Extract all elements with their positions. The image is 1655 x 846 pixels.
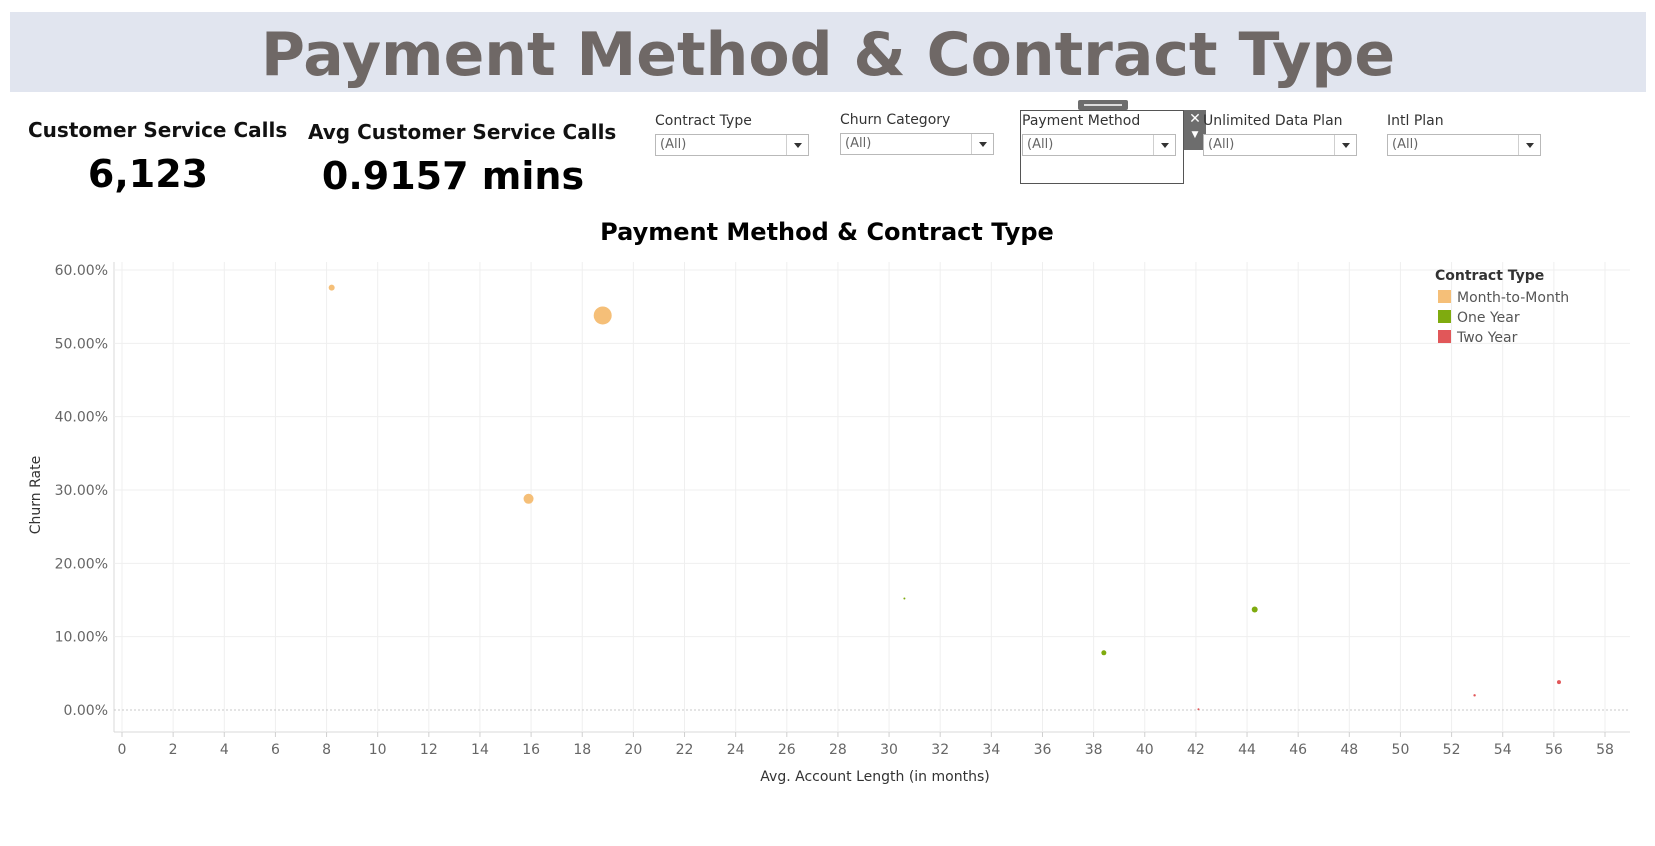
kpi-value: 6,123: [87, 152, 209, 196]
x-tick-label: 24: [727, 742, 745, 758]
legend: Contract Type Month-to-Month One Year Two …: [1435, 268, 1569, 346]
kpi-label: Avg Customer Service Calls: [308, 120, 617, 144]
chart-grid: [113, 262, 1630, 733]
data-point[interactable]: [328, 284, 335, 291]
y-tick-label: 50.00%: [55, 336, 108, 352]
filter-payment-method: ✕ ▼ Payment Method (All): [1020, 100, 1206, 184]
x-tick-label: 58: [1596, 742, 1614, 758]
x-tick-label: 56: [1545, 742, 1563, 758]
x-tick-label: 6: [271, 742, 280, 758]
legend-title: Contract Type: [1435, 268, 1544, 284]
legend-swatch: [1438, 330, 1451, 343]
chart-title: Payment Method & Contract Type: [600, 218, 1054, 246]
contract-type-select[interactable]: (All): [655, 134, 809, 156]
x-tick-label: 44: [1238, 742, 1256, 758]
chevron-down-icon[interactable]: ▼: [1191, 130, 1199, 140]
data-point[interactable]: [903, 597, 906, 600]
legend-swatch: [1438, 310, 1451, 323]
x-tick-label: 20: [624, 742, 642, 758]
chevron-down-icon[interactable]: [1518, 135, 1540, 155]
x-tick-label: 18: [573, 742, 591, 758]
y-tick-label: 10.00%: [55, 630, 108, 646]
x-tick-label: 12: [420, 742, 438, 758]
y-tick-label: 60.00%: [55, 263, 108, 279]
kpi-label: Customer Service Calls: [28, 118, 288, 142]
filter-intl-plan: Intl Plan (All): [1387, 113, 1547, 156]
chevron-down-icon[interactable]: [1334, 135, 1356, 155]
x-tick-label: 48: [1340, 742, 1358, 758]
x-tick-label: 26: [778, 742, 796, 758]
filter-menu-tab: ✕ ▼: [1184, 110, 1206, 150]
x-tick-label: 10: [369, 742, 387, 758]
x-axis: 0 2 4 6 8 10 12 14 16 18 20 22 24 26 28 30 32 34 36 38 40 42 4…: [118, 732, 1614, 758]
x-tick-label: 50: [1392, 742, 1410, 758]
intl-plan-select[interactable]: (All): [1387, 134, 1541, 156]
page-title: Payment Method & Contract Type: [260, 20, 1396, 90]
x-tick-label: 52: [1443, 742, 1461, 758]
chevron-down-icon[interactable]: [786, 135, 808, 155]
select-value: (All): [660, 137, 687, 152]
legend-item-label: Two Year: [1456, 330, 1518, 346]
filter-label: Intl Plan: [1387, 113, 1444, 129]
scatter-chart[interactable]: Payment Method & Contract Type 0.00% 10.0…: [0, 210, 1655, 800]
x-axis-label: Avg. Account Length (in months): [760, 769, 989, 785]
unlimited-data-plan-select[interactable]: (All): [1203, 134, 1357, 156]
x-tick-label: 42: [1187, 742, 1205, 758]
data-point[interactable]: [1251, 606, 1258, 613]
y-tick-label: 0.00%: [64, 703, 108, 719]
chevron-down-icon[interactable]: [971, 134, 993, 154]
filter-unlimited-data-plan: Unlimited Data Plan (All): [1203, 113, 1363, 156]
data-point[interactable]: [1197, 708, 1200, 711]
filter-label: Unlimited Data Plan: [1203, 113, 1343, 129]
x-tick-label: 40: [1136, 742, 1154, 758]
data-point[interactable]: [593, 306, 612, 325]
filter-label: Payment Method: [1022, 113, 1141, 129]
x-tick-label: 32: [931, 742, 949, 758]
filter-contract-type: Contract Type (All): [655, 113, 815, 156]
x-tick-label: 46: [1289, 742, 1307, 758]
x-tick-label: 36: [1034, 742, 1052, 758]
filter-label: Churn Category: [840, 112, 951, 128]
close-icon[interactable]: ✕: [1189, 111, 1201, 127]
x-tick-label: 2: [169, 742, 178, 758]
drag-handle-icon[interactable]: [1078, 100, 1128, 110]
churn-category-select[interactable]: (All): [840, 133, 994, 155]
data-point[interactable]: [523, 493, 534, 504]
x-tick-label: 34: [982, 742, 1000, 758]
x-tick-label: 54: [1494, 742, 1512, 758]
x-tick-label: 30: [880, 742, 898, 758]
x-tick-label: 4: [220, 742, 229, 758]
x-tick-label: 38: [1085, 742, 1103, 758]
y-tick-label: 40.00%: [55, 410, 108, 426]
kpi-value: 0.9157 mins: [321, 154, 585, 198]
payment-method-select[interactable]: (All): [1022, 134, 1176, 156]
x-tick-label: 0: [118, 742, 127, 758]
y-axis: 0.00% 10.00% 20.00% 30.00% 40.00% 50.00% 60.00…: [55, 263, 108, 719]
filter-label: Contract Type: [655, 113, 752, 129]
kpi-customer-service-calls: Customer Service Calls 6,123: [28, 118, 288, 196]
data-point[interactable]: [1473, 694, 1476, 697]
x-tick-label: 8: [322, 742, 331, 758]
x-tick-label: 14: [471, 742, 489, 758]
legend-swatch: [1438, 290, 1451, 303]
title-banner: Payment Method & Contract Type: [10, 12, 1646, 92]
y-tick-label: 20.00%: [55, 556, 108, 572]
y-axis-label: Churn Rate: [28, 456, 44, 534]
data-points[interactable]: [328, 284, 1561, 711]
select-value: (All): [1027, 137, 1054, 152]
kpi-avg-customer-service-calls: Avg Customer Service Calls 0.9157 mins: [308, 120, 617, 198]
data-point[interactable]: [1101, 650, 1107, 656]
x-tick-label: 16: [522, 742, 540, 758]
data-point[interactable]: [1556, 680, 1561, 685]
filter-churn-category: Churn Category (All): [840, 112, 1000, 155]
legend-item-label: One Year: [1457, 310, 1520, 326]
x-tick-label: 28: [829, 742, 847, 758]
chevron-down-icon[interactable]: [1153, 135, 1175, 155]
select-value: (All): [1208, 137, 1235, 152]
select-value: (All): [1392, 137, 1419, 152]
select-value: (All): [845, 136, 872, 151]
x-tick-label: 22: [676, 742, 694, 758]
legend-item-label: Month-to-Month: [1457, 290, 1569, 306]
y-tick-label: 30.00%: [55, 483, 108, 499]
